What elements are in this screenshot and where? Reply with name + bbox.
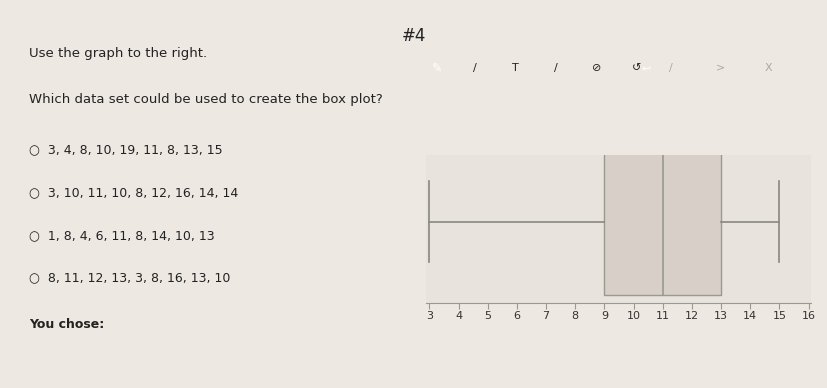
Text: T: T: [511, 63, 518, 73]
Text: ○  1, 8, 4, 6, 11, 8, 14, 10, 13: ○ 1, 8, 4, 6, 11, 8, 14, 10, 13: [29, 229, 214, 242]
Text: Use the graph to the right.: Use the graph to the right.: [29, 47, 207, 60]
Text: ⊘: ⊘: [590, 63, 600, 73]
Text: /: /: [553, 63, 557, 73]
Text: ○  3, 10, 11, 10, 8, 12, 16, 14, 14: ○ 3, 10, 11, 10, 8, 12, 16, 14, 14: [29, 186, 238, 199]
Text: ✎: ✎: [431, 61, 442, 74]
Text: /: /: [669, 63, 672, 73]
Text: ↺: ↺: [631, 63, 641, 73]
Bar: [604, 148, 720, 295]
Text: ↩: ↩: [641, 63, 650, 73]
Text: ○  3, 4, 8, 10, 19, 11, 8, 13, 15: ○ 3, 4, 8, 10, 19, 11, 8, 13, 15: [29, 144, 222, 157]
Text: >: >: [715, 63, 724, 73]
Text: /: /: [472, 63, 476, 73]
Text: #4: #4: [401, 27, 426, 45]
Text: Which data set could be used to create the box plot?: Which data set could be used to create t…: [29, 93, 382, 106]
Text: X: X: [764, 63, 772, 73]
Text: ○  8, 11, 12, 13, 3, 8, 16, 13, 10: ○ 8, 11, 12, 13, 3, 8, 16, 13, 10: [29, 272, 230, 285]
Text: You chose:: You chose:: [29, 318, 104, 331]
